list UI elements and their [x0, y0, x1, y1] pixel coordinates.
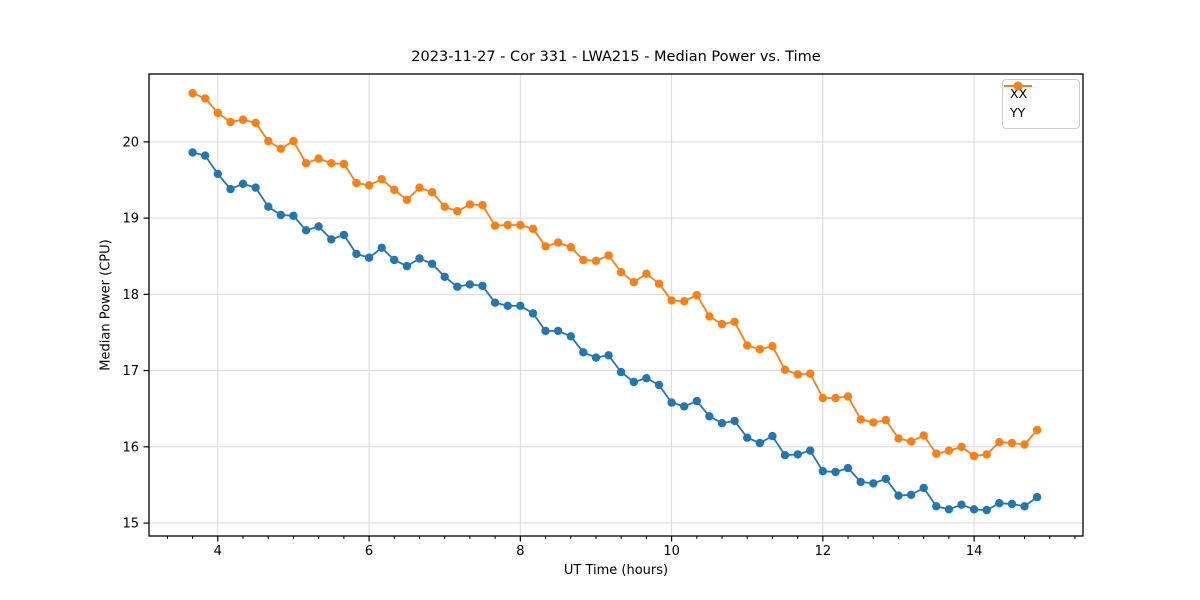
grid-lines	[149, 74, 1083, 536]
svg-text:20: 20	[122, 135, 139, 150]
svg-text:14: 14	[966, 544, 983, 559]
svg-text:10: 10	[663, 544, 680, 559]
x-tick-labels: 4 6 8 10 12 14	[214, 544, 983, 559]
series-xx	[188, 148, 1042, 515]
svg-text:8: 8	[516, 544, 524, 559]
legend-item-yy: YY	[1004, 81, 1071, 123]
svg-text:19: 19	[122, 212, 139, 227]
svg-text:4: 4	[214, 544, 222, 559]
y-tick-labels: 15 16 17 18 19 20	[122, 135, 139, 531]
chart-title: 2023-11-27 - Cor 331 - LWA215 - Median P…	[411, 49, 821, 65]
series-yy	[188, 88, 1042, 461]
svg-text:16: 16	[122, 440, 139, 455]
axes-spines	[148, 73, 1084, 537]
legend-label-xx: XX	[1010, 86, 1028, 102]
legend-label-yy: YY	[1010, 105, 1026, 121]
x-axis-label: UT Time (hours)	[563, 563, 669, 578]
svg-text:17: 17	[122, 364, 139, 379]
legend-swatch-yy-icon	[1004, 81, 1032, 91]
svg-text:6: 6	[365, 544, 373, 559]
axis-ticks	[143, 141, 1076, 542]
svg-text:15: 15	[122, 517, 139, 532]
legend: XX YY	[1002, 79, 1080, 129]
svg-text:18: 18	[122, 288, 139, 303]
y-axis-label: Median Power (CPU)	[98, 239, 114, 371]
svg-text:12: 12	[815, 544, 832, 559]
